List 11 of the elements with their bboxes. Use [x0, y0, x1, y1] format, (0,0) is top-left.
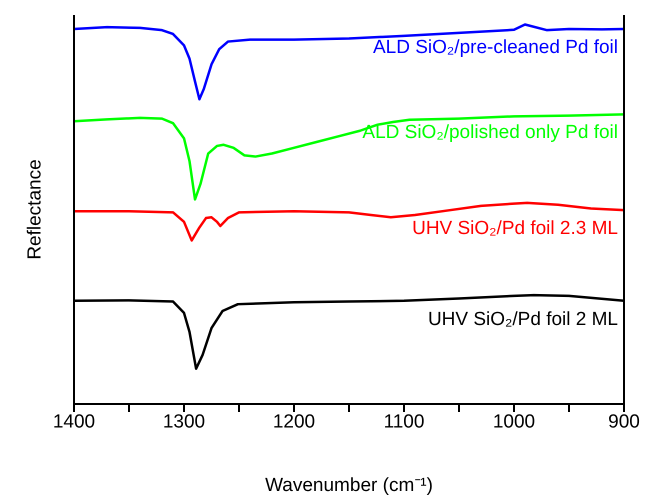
x-tick-label: 900 [608, 411, 640, 432]
x-tick-label: 1400 [52, 411, 96, 432]
series-label: ALD SiO₂/pre-cleaned Pd foil [373, 37, 618, 60]
x-tick-label: 1100 [384, 411, 424, 432]
x-tick-label: 1200 [272, 411, 316, 432]
series-label: UHV SiO₂/Pd foil 2 ML [428, 308, 618, 331]
series-label: UHV SiO₂/Pd foil 2.3 ML [412, 218, 618, 240]
x-axis-title: Wavenumber (cm⁻¹) [265, 475, 433, 496]
y-axis-title: Reflectance [24, 159, 46, 260]
x-tick-label: 1000 [492, 411, 536, 432]
x-tick-label: 1300 [162, 411, 206, 432]
